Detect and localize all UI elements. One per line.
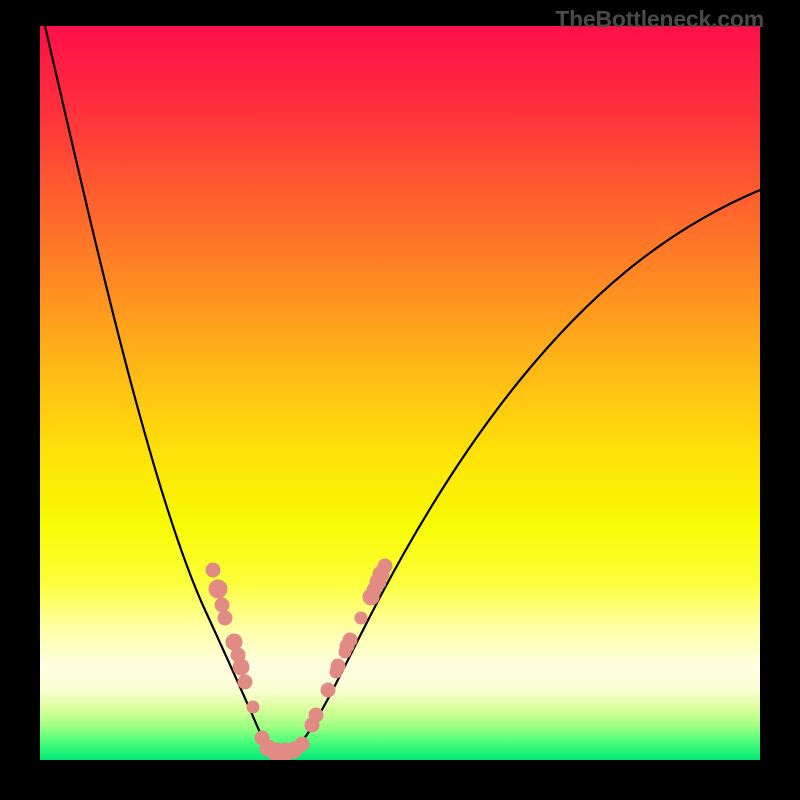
data-marker [233,659,249,675]
data-marker [218,611,232,625]
data-marker [209,580,227,598]
data-marker [247,701,259,713]
data-marker [206,563,220,577]
data-marker [321,683,335,697]
data-marker [226,634,242,650]
data-marker [331,659,345,673]
data-marker [238,675,252,689]
data-marker [295,737,309,751]
data-marker [343,633,357,647]
chart-root: TheBottleneck.com [0,0,800,800]
plot-area [40,26,760,760]
data-marker [355,612,367,624]
data-marker [215,598,229,612]
bottleneck-chart [0,0,800,800]
data-marker [309,708,323,722]
data-marker [378,559,392,573]
watermark-text: TheBottleneck.com [555,6,764,33]
